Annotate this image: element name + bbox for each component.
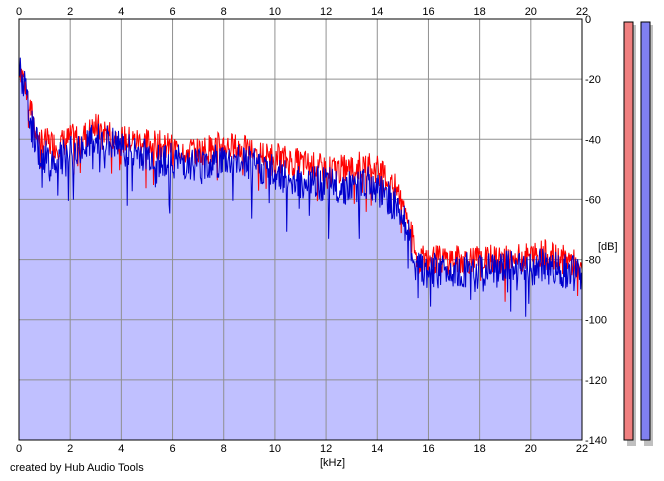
x-tick-label-top: 16 xyxy=(422,6,434,18)
x-tick-label-bottom: 12 xyxy=(320,443,332,455)
y-tick-label: -60 xyxy=(585,194,601,206)
x-tick-label-top: 8 xyxy=(221,6,227,18)
y-tick-label: -100 xyxy=(585,315,607,327)
x-tick-label-top: 4 xyxy=(118,6,124,18)
series-line-red xyxy=(18,64,583,302)
level-meters xyxy=(623,21,653,446)
grid xyxy=(18,18,583,441)
x-axis-label: [kHz] xyxy=(320,457,346,469)
y-axis-label: [dB] xyxy=(598,241,618,253)
y-tick-label: -80 xyxy=(585,255,601,267)
plot-frame xyxy=(18,18,583,441)
meter-right xyxy=(640,21,651,441)
x-tick-label-top: 0 xyxy=(16,6,22,18)
series-line-blue xyxy=(18,57,583,317)
series-lines xyxy=(18,57,583,317)
x-tick-label-bottom: 20 xyxy=(525,443,537,455)
x-tick-label-top: 10 xyxy=(269,6,281,18)
y-tick-label: -120 xyxy=(585,375,607,387)
x-tick-label-bottom: 0 xyxy=(16,443,22,455)
x-tick-label-bottom: 14 xyxy=(371,443,383,455)
y-tick-label: -140 xyxy=(585,435,607,447)
y-tick-label: 0 xyxy=(585,14,591,26)
x-tick-label-bottom: 18 xyxy=(474,443,486,455)
y-tick-label: -20 xyxy=(585,74,601,86)
spectrum-area xyxy=(19,57,582,440)
meter-left xyxy=(623,21,634,441)
x-tick-label-bottom: 4 xyxy=(118,443,124,455)
y-tick-labels: 0 -20 -40 -60 -80 -100 -120 -140 xyxy=(585,14,607,447)
x-tick-label-bottom: 8 xyxy=(221,443,227,455)
x-tick-label-top: 18 xyxy=(474,6,486,18)
y-tick-label: -40 xyxy=(585,134,601,146)
x-tick-label-bottom: 6 xyxy=(169,443,175,455)
x-tick-label-top: 22 xyxy=(576,6,588,18)
x-tick-label-top: 2 xyxy=(67,6,73,18)
credit-text: created by Hub Audio Tools xyxy=(10,462,144,474)
spectrum-fill xyxy=(19,57,582,440)
x-tick-label-bottom: 22 xyxy=(576,443,588,455)
x-tick-label-top: 20 xyxy=(525,6,537,18)
x-tick-label-bottom: 10 xyxy=(269,443,281,455)
x-tick-label-top: 14 xyxy=(371,6,383,18)
x-tick-label-top: 12 xyxy=(320,6,332,18)
x-tick-label-bottom: 16 xyxy=(422,443,434,455)
x-tick-label-top: 6 xyxy=(169,6,175,18)
x-tick-label-bottom: 2 xyxy=(67,443,73,455)
